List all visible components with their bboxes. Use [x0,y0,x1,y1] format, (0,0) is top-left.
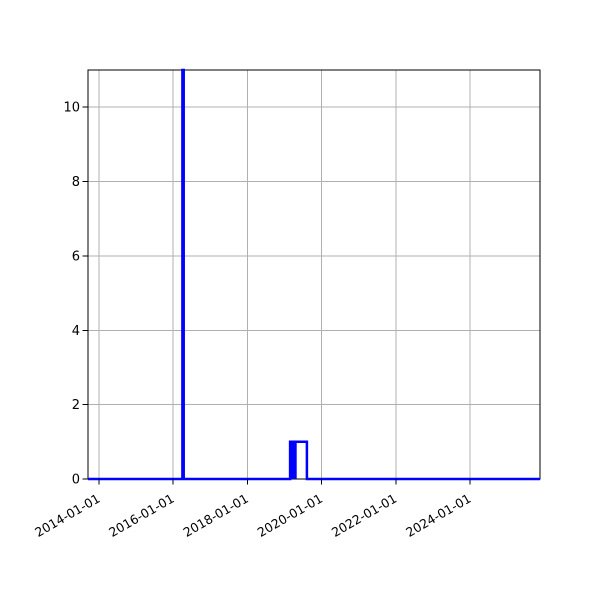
y-tick-label: 10 [63,101,80,116]
y-tick-label: 8 [72,175,80,190]
y-tick-label: 0 [72,473,80,488]
y-tick-label: 4 [72,324,80,339]
series-line [88,68,540,481]
y-tick-label: 6 [72,249,80,264]
y-tick-label: 2 [72,398,80,413]
series-filled-span [290,441,297,479]
